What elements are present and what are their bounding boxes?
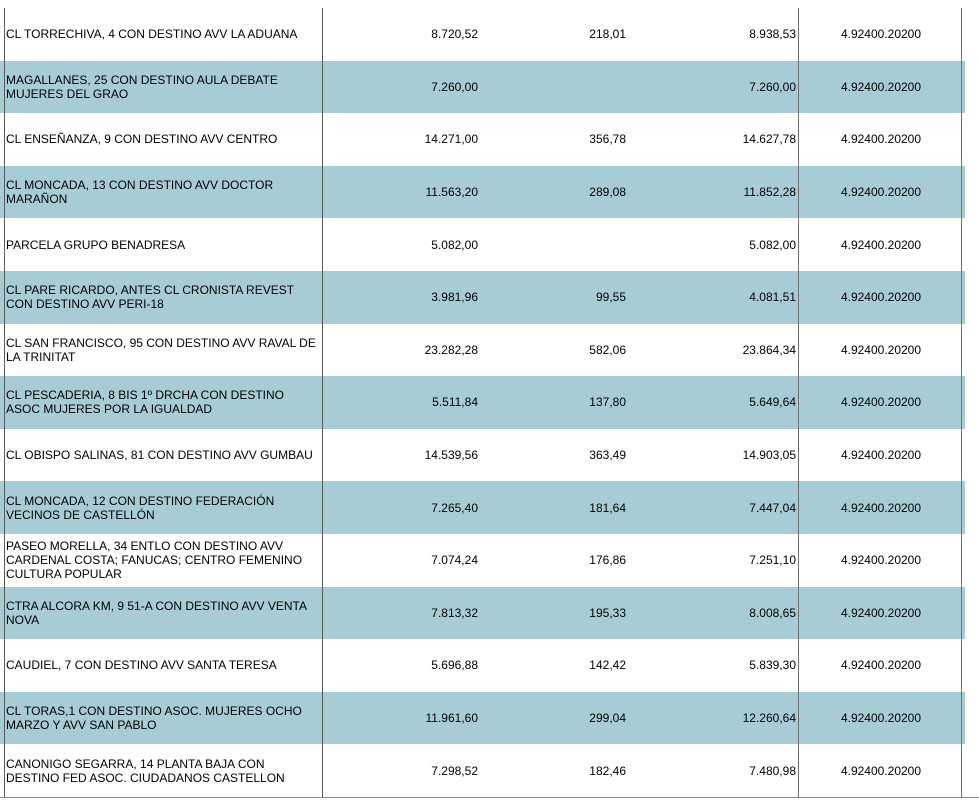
budget-code: 4.92400.20200	[840, 553, 922, 568]
budget-code: 4.92400.20200	[840, 342, 922, 357]
amount-total: 14.903,05	[742, 448, 796, 463]
property-description: CAUDIEL, 7 CON DESTINO AVV SANTA TERESA	[6, 658, 277, 673]
table-row: PARCELA GRUPO BENADRESA 5.082,00 5.082,0…	[0, 218, 965, 271]
table-row: CL MONCADA, 12 CON DESTINO FEDERACIÓN VE…	[0, 481, 965, 534]
amount-secondary: 299,04	[589, 711, 626, 726]
amount-base: 7.265,40	[431, 500, 478, 515]
budget-code: 4.92400.20200	[840, 185, 922, 200]
budget-code: 4.92400.20200	[840, 27, 922, 42]
table-row: CTRA ALCORA KM, 9 51-A CON DESTINO AVV V…	[0, 586, 965, 640]
amount-secondary: 142,42	[589, 658, 626, 673]
table-row: CAUDIEL, 7 CON DESTINO AVV SANTA TERESA …	[0, 639, 965, 692]
table-row: CL PARE RICARDO, ANTES CL CRONISTA REVES…	[0, 270, 965, 324]
table-row: PASEO MORELLA, 34 ENTLO CON DESTINO AVV …	[0, 533, 965, 587]
amount-total: 7.260,00	[749, 79, 796, 94]
column-divider-total	[798, 8, 799, 798]
table-row: CL TORRECHIVA, 4 CON DESTINO AVV LA ADUA…	[0, 8, 965, 61]
amount-total: 7.480,98	[749, 763, 796, 778]
table-right-border	[961, 8, 962, 798]
amount-base: 5.696,88	[431, 658, 478, 673]
budget-code: 4.92400.20200	[840, 763, 922, 778]
amount-base: 11.961,60	[425, 711, 479, 726]
budget-code: 4.92400.20200	[840, 290, 922, 305]
property-description: PARCELA GRUPO BENADRESA	[6, 237, 186, 252]
property-description: CL OBISPO SALINAS, 81 CON DESTINO AVV GU…	[6, 448, 313, 463]
amount-base: 11.563,20	[425, 185, 479, 200]
amount-total: 11.852,28	[743, 185, 797, 200]
budget-code: 4.92400.20200	[840, 132, 922, 147]
property-description: CL MONCADA, 12 CON DESTINO FEDERACIÓN VE…	[6, 493, 275, 522]
table-row: CANONIGO SEGARRA, 14 PLANTA BAJA CON DES…	[0, 744, 965, 797]
amount-total: 7.251,10	[749, 553, 796, 568]
budget-code: 4.92400.20200	[840, 79, 922, 94]
property-description: CL PARE RICARDO, ANTES CL CRONISTA REVES…	[6, 283, 294, 312]
amount-secondary: 182,46	[589, 763, 626, 778]
amount-total: 7.447,04	[749, 500, 796, 515]
property-description: CL TORAS,1 CON DESTINO ASOC. MUJERES OCH…	[6, 704, 302, 733]
amount-base: 3.981,96	[431, 290, 478, 305]
budget-code: 4.92400.20200	[840, 605, 922, 620]
property-description: CTRA ALCORA KM, 9 51-A CON DESTINO AVV V…	[6, 598, 307, 627]
budget-code: 4.92400.20200	[840, 237, 922, 252]
amount-total: 23.864,34	[742, 342, 796, 357]
amount-total: 5.649,64	[749, 395, 796, 410]
budget-code: 4.92400.20200	[840, 500, 922, 515]
property-description: CL ENSEÑANZA, 9 CON DESTINO AVV CENTRO	[6, 132, 278, 147]
table-bottom-border	[0, 797, 979, 798]
property-description: CANONIGO SEGARRA, 14 PLANTA BAJA CON DES…	[6, 756, 285, 785]
amount-total: 8.008,65	[749, 605, 796, 620]
budget-code: 4.92400.20200	[840, 395, 922, 410]
amount-secondary: 137,80	[589, 395, 626, 410]
amount-total: 5.839,30	[749, 658, 796, 673]
amount-base: 5.082,00	[431, 237, 478, 252]
amount-secondary: 218,01	[589, 27, 626, 42]
amount-total: 4.081,51	[749, 290, 796, 305]
amount-base: 14.539,56	[424, 448, 478, 463]
amount-secondary: 195,33	[589, 605, 626, 620]
property-description: PASEO MORELLA, 34 ENTLO CON DESTINO AVV …	[6, 539, 303, 582]
amount-base: 5.511,84	[432, 395, 478, 410]
amount-base: 23.282,28	[424, 342, 478, 357]
amount-secondary: 356,78	[589, 132, 626, 147]
amount-secondary: 582,06	[589, 342, 626, 357]
table-row: CL PESCADERIA, 8 BIS 1º DRCHA CON DESTIN…	[0, 376, 965, 429]
budget-code: 4.92400.20200	[840, 711, 922, 726]
amount-total: 14.627,78	[742, 132, 796, 147]
grants-table: CL TORRECHIVA, 4 CON DESTINO AVV LA ADUA…	[0, 8, 965, 797]
budget-code: 4.92400.20200	[840, 448, 922, 463]
property-description: CL TORRECHIVA, 4 CON DESTINO AVV LA ADUA…	[6, 27, 298, 42]
table-row: CL OBISPO SALINAS, 81 CON DESTINO AVV GU…	[0, 428, 965, 482]
table-row: CL MONCADA, 13 CON DESTINO AVV DOCTOR MA…	[0, 165, 965, 219]
property-description: MAGALLANES, 25 CON DESTINO AULA DEBATE M…	[6, 72, 278, 101]
amount-base: 7.260,00	[431, 79, 478, 94]
property-description: CL MONCADA, 13 CON DESTINO AVV DOCTOR MA…	[6, 178, 274, 207]
property-description: CL PESCADERIA, 8 BIS 1º DRCHA CON DESTIN…	[6, 388, 285, 417]
amount-base: 14.271,00	[424, 132, 478, 147]
amount-base: 8.720,52	[431, 27, 478, 42]
budget-code: 4.92400.20200	[840, 658, 922, 673]
amount-base: 7.074,24	[431, 553, 478, 568]
amount-total: 5.082,00	[749, 237, 796, 252]
column-divider-description	[322, 8, 323, 798]
amount-secondary: 176,86	[589, 553, 626, 568]
table-row: CL TORAS,1 CON DESTINO ASOC. MUJERES OCH…	[0, 691, 965, 745]
property-description: CL SAN FRANCISCO, 95 CON DESTINO AVV RAV…	[6, 335, 316, 364]
table-row: CL ENSEÑANZA, 9 CON DESTINO AVV CENTRO 1…	[0, 113, 965, 166]
table-left-border	[4, 8, 5, 798]
amount-base: 7.298,52	[431, 763, 478, 778]
table-row: MAGALLANES, 25 CON DESTINO AULA DEBATE M…	[0, 60, 965, 114]
amount-secondary: 289,08	[589, 185, 626, 200]
amount-total: 8.938,53	[749, 27, 796, 42]
table-row: CL SAN FRANCISCO, 95 CON DESTINO AVV RAV…	[0, 323, 965, 377]
amount-secondary: 99,55	[595, 290, 626, 305]
amount-total: 12.260,64	[742, 711, 796, 726]
amount-secondary: 181,64	[589, 500, 626, 515]
amount-base: 7.813,32	[431, 605, 478, 620]
amount-secondary: 363,49	[589, 448, 626, 463]
